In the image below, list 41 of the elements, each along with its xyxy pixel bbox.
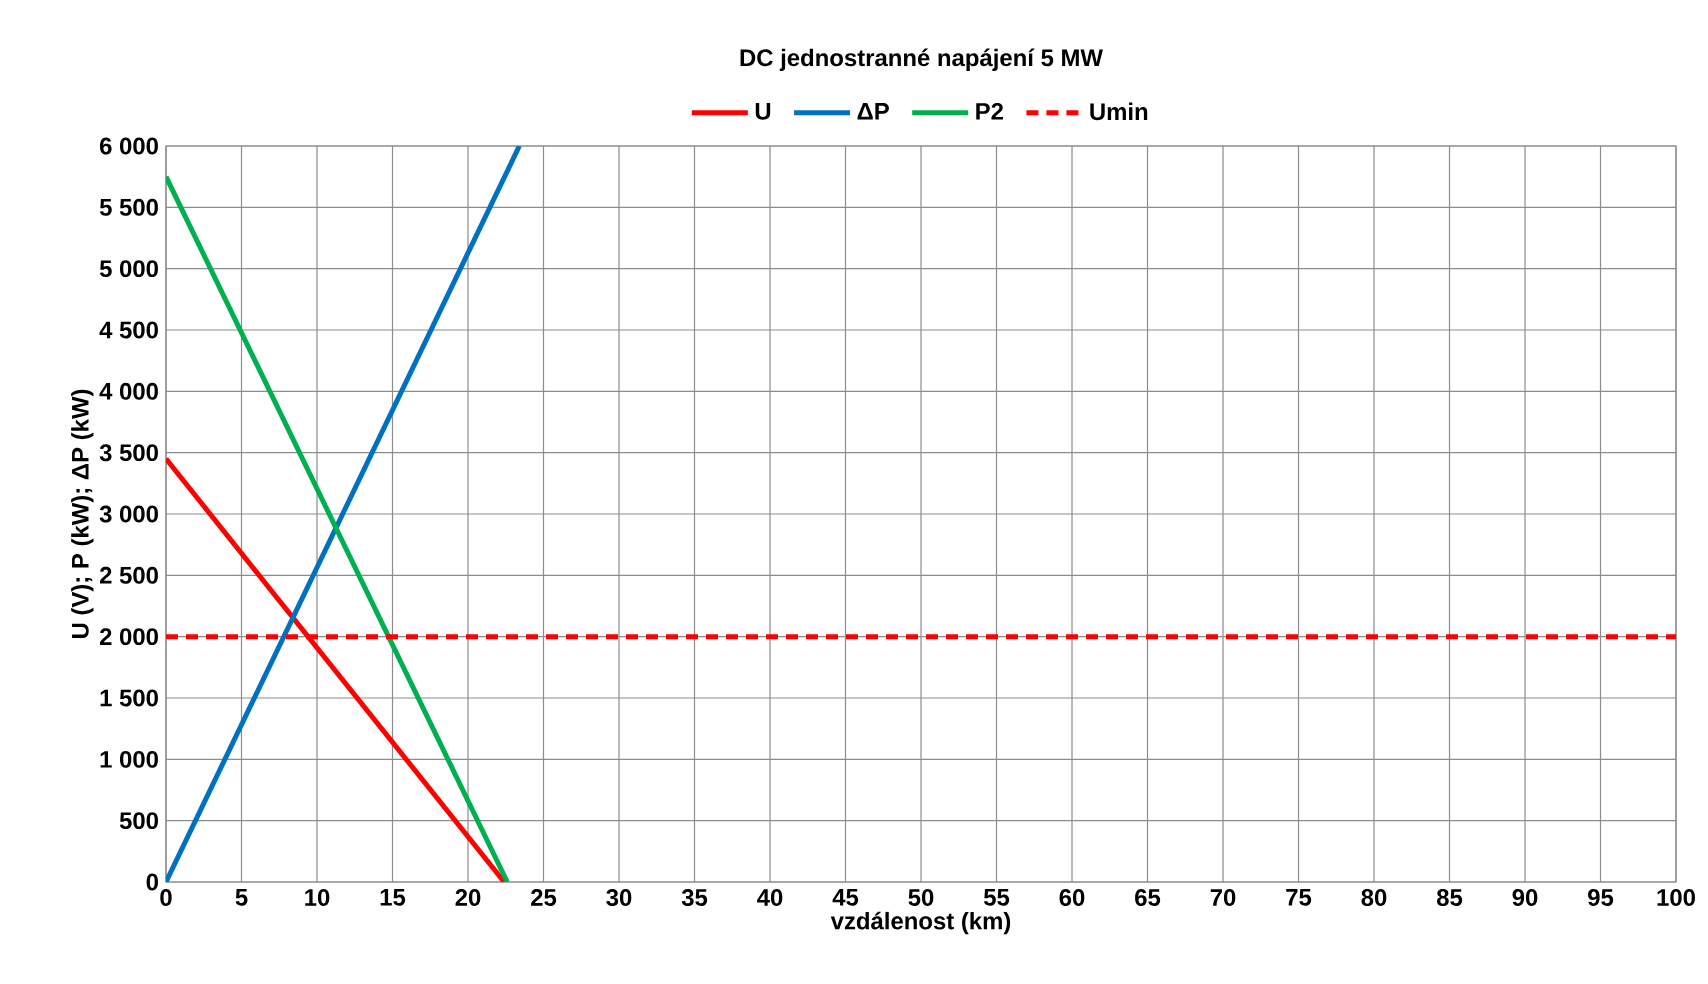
y-tick-label: 4 500 — [99, 321, 158, 339]
y-axis-title: U (V); P (kW); ΔP (kW) — [71, 389, 94, 639]
x-tick-label: 10 — [305, 889, 330, 906]
x-tick-label: 50 — [908, 889, 934, 906]
y-tick-label: 2 500 — [99, 566, 158, 584]
y-tick-label: 1 000 — [100, 750, 158, 768]
x-tick-label: 30 — [606, 889, 632, 907]
y-tick-label: 3 000 — [99, 505, 158, 523]
x-tick-label: 75 — [1286, 889, 1312, 906]
y-tick-label: 5 500 — [99, 198, 158, 216]
y-tick-label: 0 — [146, 873, 158, 891]
x-tick-label: 0 — [160, 889, 172, 906]
x-tick-label: 65 — [1135, 889, 1161, 906]
x-tick-label: 60 — [1059, 889, 1085, 906]
y-tick-label: 5 000 — [99, 260, 158, 278]
x-tick-label: 90 — [1512, 889, 1538, 906]
x-axis-title: vzdálenost (km) — [830, 911, 1011, 935]
y-tick-label: 6 000 — [100, 137, 158, 155]
x-tick-label: 15 — [380, 889, 406, 906]
legend-label: Umin — [1090, 102, 1148, 121]
x-tick-label: 70 — [1210, 889, 1236, 906]
x-tick-label: 55 — [983, 889, 1010, 906]
y-tick-label: 2 000 — [99, 628, 158, 646]
x-tick-label: 100 — [1657, 889, 1695, 906]
x-tick-label: 20 — [455, 889, 481, 906]
y-tick-label: 4 000 — [99, 382, 158, 400]
chart-title: DC jednostranné napájení 5 MW — [740, 48, 1103, 71]
x-tick-label: 95 — [1588, 889, 1614, 906]
legend-label: U — [755, 103, 771, 120]
x-tick-label: 40 — [757, 889, 783, 906]
x-tick-label: 25 — [531, 889, 557, 906]
x-tick-label: 45 — [832, 889, 859, 906]
x-tick-label: 35 — [681, 889, 708, 907]
y-tick-label: 500 — [119, 812, 158, 830]
legend-label: P2 — [976, 102, 1003, 120]
x-tick-label: 85 — [1436, 889, 1463, 906]
y-tick-label: 1 500 — [100, 689, 158, 707]
y-tick-label: 3 500 — [99, 444, 158, 462]
x-tick-label: 80 — [1361, 889, 1387, 906]
x-tick-label: 5 — [235, 889, 248, 906]
legend-label: ΔP — [857, 103, 889, 120]
